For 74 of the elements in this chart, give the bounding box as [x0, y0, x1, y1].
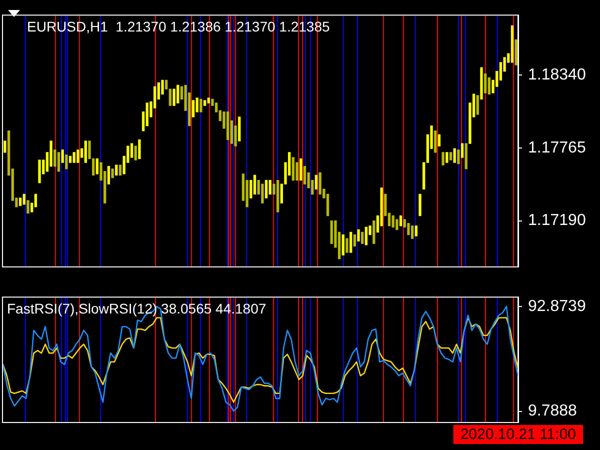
candlestick	[442, 152, 444, 166]
candlestick	[396, 219, 398, 230]
candlestick	[392, 215, 394, 228]
candlestick	[399, 215, 402, 226]
y-tick-label: 1.18340	[528, 66, 586, 84]
candlestick	[76, 150, 80, 163]
candlestick	[200, 98, 202, 112]
candlestick	[361, 232, 364, 244]
candlestick	[4, 140, 6, 153]
candlestick	[460, 143, 464, 158]
candlestick	[238, 116, 241, 142]
candlestick	[349, 232, 352, 253]
y-tick-label: 1.17190	[528, 212, 586, 230]
candlestick	[480, 67, 483, 100]
candlestick	[314, 174, 318, 190]
candlestick	[226, 112, 230, 140]
candlestick	[115, 164, 118, 176]
y-tick-label: 92.8739	[528, 298, 586, 315]
candlestick	[476, 95, 479, 115]
y-tick-label: 1.17765	[528, 139, 586, 156]
candlestick	[107, 166, 110, 184]
candlestick	[26, 200, 30, 214]
candlestick	[484, 74, 487, 94]
candlestick	[264, 180, 268, 198]
candlestick	[353, 234, 356, 246]
candlestick	[68, 156, 72, 163]
candlestick	[300, 158, 302, 181]
candlestick	[510, 25, 514, 63]
candlestick	[457, 150, 460, 164]
candlestick	[446, 152, 448, 163]
candlestick	[453, 148, 456, 163]
y-tick-label: 9.7888	[528, 402, 578, 420]
candlestick	[449, 152, 452, 160]
candlestick	[118, 164, 122, 176]
candlestick	[72, 152, 76, 163]
candlestick	[410, 226, 414, 239]
candlestick	[172, 88, 176, 106]
candlestick	[357, 229, 360, 242]
candlestick	[318, 172, 322, 195]
candlestick	[292, 157, 294, 181]
candlestick	[203, 100, 206, 106]
candlestick	[514, 39, 518, 66]
candlestick	[346, 238, 348, 253]
candlestick	[57, 152, 60, 172]
candlestick	[418, 194, 422, 216]
candlestick	[276, 180, 280, 212]
candlestick	[111, 168, 114, 178]
candlestick	[207, 98, 210, 104]
candlestick	[192, 100, 195, 118]
candlestick	[488, 77, 491, 94]
candlestick	[414, 226, 418, 236]
candlestick	[176, 84, 180, 104]
candlestick	[261, 184, 264, 204]
candlestick	[268, 180, 272, 195]
candlestick	[372, 220, 376, 244]
candlestick	[84, 140, 87, 163]
candlestick	[438, 134, 441, 146]
candlestick	[330, 220, 333, 244]
candlestick	[18, 198, 22, 206]
text: 2020.10.21 11:00	[460, 426, 576, 444]
candlestick	[434, 130, 437, 153]
candlestick	[38, 160, 41, 184]
candlestick	[138, 139, 141, 160]
candlestick	[96, 158, 98, 174]
candlestick	[342, 234, 344, 256]
candlestick	[22, 194, 26, 205]
candlestick	[253, 174, 256, 195]
candlestick	[134, 146, 137, 160]
candlestick	[364, 226, 368, 246]
candlestick	[303, 166, 306, 184]
candlestick	[407, 223, 410, 236]
candlestick	[464, 143, 468, 170]
candlestick	[61, 150, 64, 163]
candlestick	[65, 154, 68, 170]
